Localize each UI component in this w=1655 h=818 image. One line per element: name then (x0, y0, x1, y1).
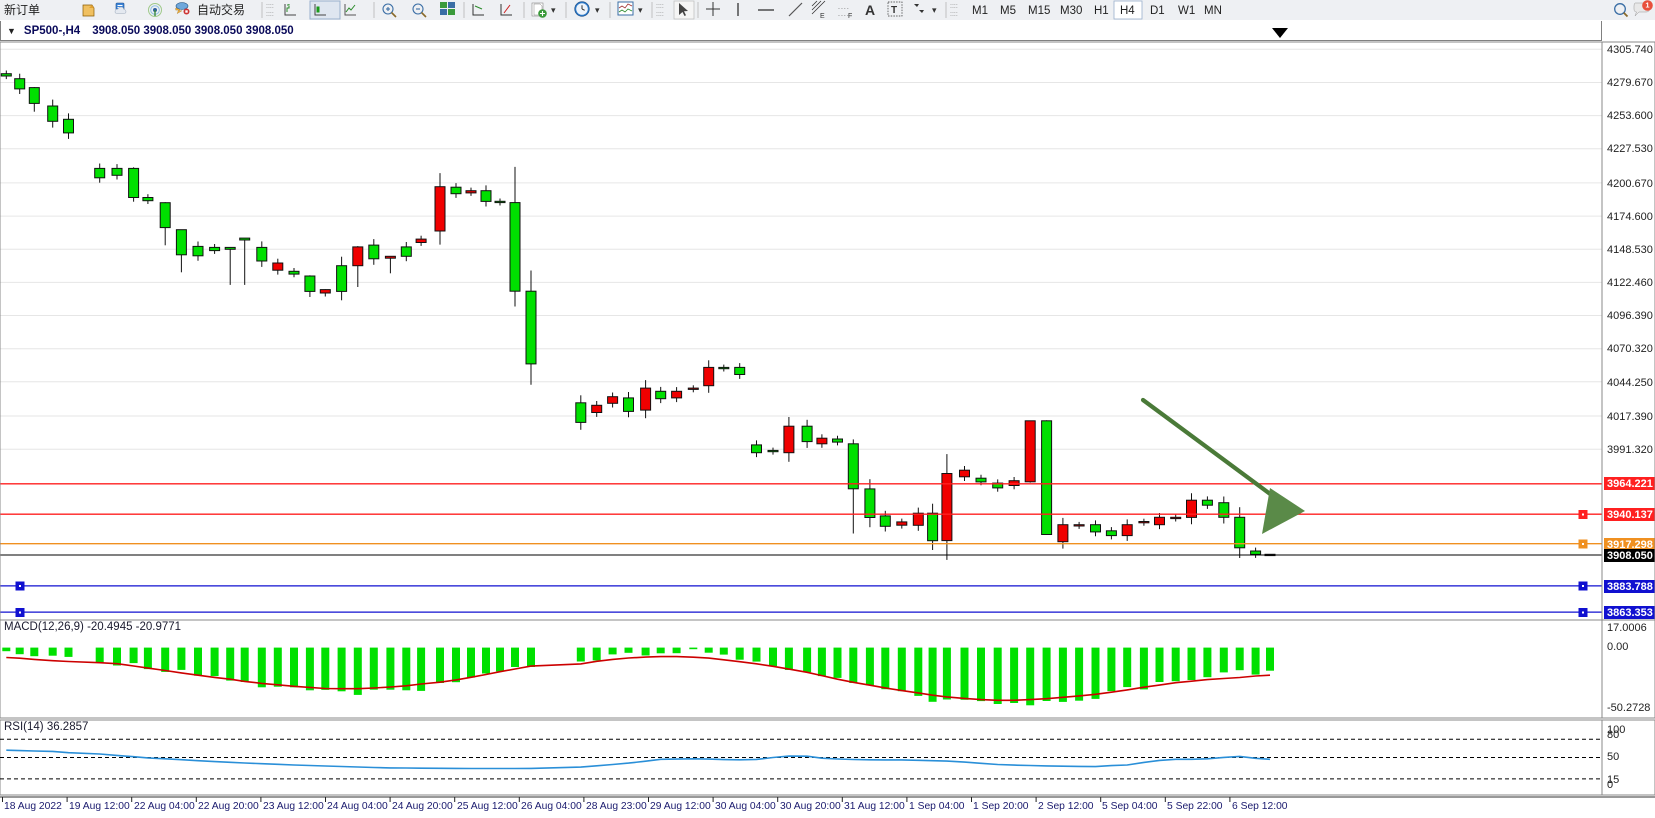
svg-text:4017.390: 4017.390 (1607, 411, 1653, 423)
svg-text:18 Aug 2022: 18 Aug 2022 (4, 801, 62, 812)
svg-text:MACD(12,26,9) -20.4945 -20.977: MACD(12,26,9) -20.4945 -20.9771 (4, 621, 181, 633)
svg-text:4174.600: 4174.600 (1607, 211, 1653, 223)
svg-text:80: 80 (1607, 729, 1619, 741)
svg-text:1 Sep 04:00: 1 Sep 04:00 (909, 801, 965, 812)
svg-text:28 Aug 23:00: 28 Aug 23:00 (586, 801, 647, 812)
svg-text:22 Aug 20:00: 22 Aug 20:00 (198, 801, 259, 812)
svg-text:29 Aug 12:00: 29 Aug 12:00 (650, 801, 711, 812)
svg-text:30 Aug 04:00: 30 Aug 04:00 (715, 801, 776, 812)
svg-text:5 Sep 04:00: 5 Sep 04:00 (1102, 801, 1158, 812)
svg-text:4305.740: 4305.740 (1607, 44, 1653, 56)
svg-text:3908.050: 3908.050 (1607, 550, 1653, 562)
svg-text:4279.670: 4279.670 (1607, 77, 1653, 89)
svg-text:30 Aug 20:00: 30 Aug 20:00 (780, 801, 841, 812)
svg-text:24 Aug 04:00: 24 Aug 04:00 (327, 801, 388, 812)
svg-text:RSI(14) 36.2857: RSI(14) 36.2857 (4, 721, 88, 733)
svg-text:0: 0 (1607, 779, 1613, 791)
svg-text:0.00: 0.00 (1607, 641, 1628, 653)
svg-text:4200.670: 4200.670 (1607, 178, 1653, 190)
svg-text:2 Sep 12:00: 2 Sep 12:00 (1038, 801, 1094, 812)
svg-text:50: 50 (1607, 751, 1619, 763)
svg-text:22 Aug 04:00: 22 Aug 04:00 (134, 801, 195, 812)
svg-text:4253.600: 4253.600 (1607, 110, 1653, 122)
svg-text:19 Aug 12:00: 19 Aug 12:00 (69, 801, 130, 812)
svg-text:4227.530: 4227.530 (1607, 143, 1653, 155)
svg-text:25 Aug 12:00: 25 Aug 12:00 (457, 801, 518, 812)
svg-text:-50.2728: -50.2728 (1607, 702, 1650, 714)
svg-text:3964.221: 3964.221 (1607, 478, 1653, 490)
svg-text:31 Aug 12:00: 31 Aug 12:00 (844, 801, 905, 812)
svg-text:3940.137: 3940.137 (1607, 509, 1653, 521)
svg-text:4148.530: 4148.530 (1607, 244, 1653, 256)
svg-text:4070.320: 4070.320 (1607, 343, 1653, 355)
svg-text:5 Sep 22:00: 5 Sep 22:00 (1167, 801, 1223, 812)
svg-text:24 Aug 20:00: 24 Aug 20:00 (392, 801, 453, 812)
svg-text:4096.390: 4096.390 (1607, 310, 1653, 322)
svg-text:3883.788: 3883.788 (1607, 581, 1653, 593)
svg-text:26 Aug 04:00: 26 Aug 04:00 (521, 801, 582, 812)
svg-text:6 Sep 12:00: 6 Sep 12:00 (1232, 801, 1288, 812)
svg-text:17.0006: 17.0006 (1607, 622, 1647, 634)
svg-text:23 Aug 12:00: 23 Aug 12:00 (263, 801, 324, 812)
svg-text:4044.250: 4044.250 (1607, 377, 1653, 389)
svg-text:3991.320: 3991.320 (1607, 444, 1653, 456)
svg-text:1 Sep 20:00: 1 Sep 20:00 (973, 801, 1029, 812)
svg-text:3863.353: 3863.353 (1607, 607, 1653, 619)
svg-text:4122.460: 4122.460 (1607, 277, 1653, 289)
